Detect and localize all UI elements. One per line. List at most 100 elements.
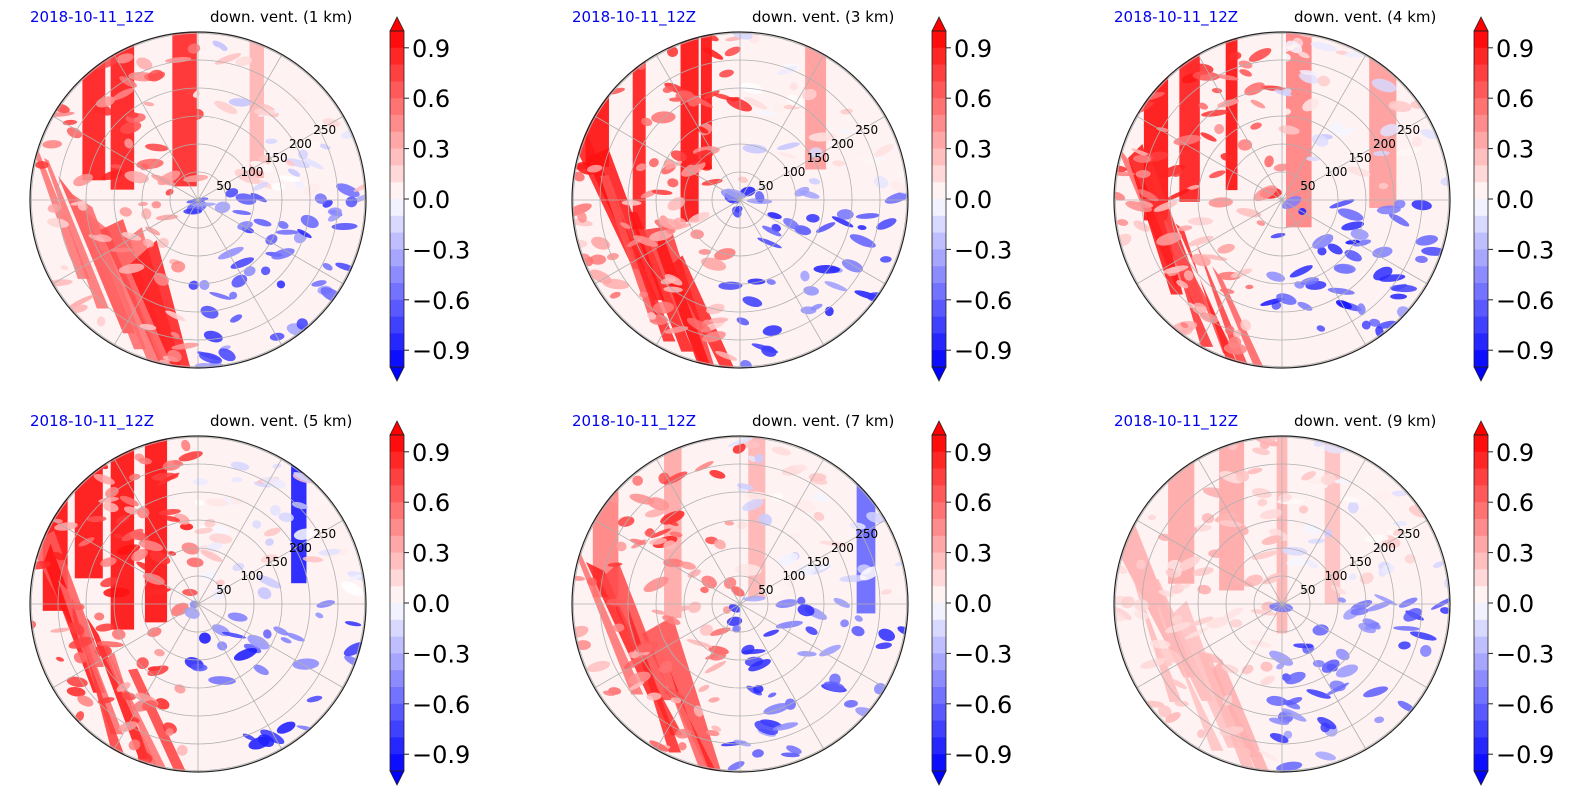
colorbar-tick-label: 0.9 bbox=[1496, 439, 1534, 467]
data-blob bbox=[192, 86, 210, 98]
data-blob bbox=[136, 561, 159, 575]
data-blob bbox=[649, 538, 668, 545]
data-blob bbox=[709, 317, 729, 324]
data-blob bbox=[855, 213, 880, 219]
grid-spoke bbox=[1197, 458, 1283, 605]
colorbar-segment bbox=[390, 586, 404, 604]
colorbar-segment bbox=[1474, 31, 1488, 49]
data-blob bbox=[734, 564, 762, 576]
data-blob bbox=[149, 551, 171, 565]
data-blob bbox=[217, 246, 244, 260]
data-blob bbox=[1217, 243, 1235, 254]
colorbar-tick-label: 0.0 bbox=[954, 186, 992, 214]
data-blob bbox=[139, 323, 157, 331]
data-blob bbox=[1197, 729, 1206, 739]
data-blob bbox=[794, 464, 808, 472]
streak-stripe bbox=[74, 436, 103, 579]
colorbar-segment bbox=[390, 266, 404, 284]
data-blob bbox=[153, 272, 169, 286]
colorbar-tick-label: 0.3 bbox=[412, 540, 450, 568]
data-blob bbox=[777, 553, 799, 567]
data-blob bbox=[1304, 483, 1329, 492]
data-blob bbox=[138, 457, 152, 465]
data-blob bbox=[589, 254, 607, 265]
data-blob bbox=[797, 604, 815, 617]
colorbar-segment bbox=[1474, 586, 1488, 604]
data-blob bbox=[200, 549, 223, 562]
data-blob bbox=[178, 451, 203, 462]
colorbar-tick-label: 0.9 bbox=[1496, 35, 1534, 63]
radial-tick-label: 250 bbox=[1397, 527, 1420, 541]
colorbar-segment bbox=[932, 47, 946, 66]
data-blob bbox=[639, 291, 649, 298]
data-blob bbox=[1357, 303, 1366, 316]
data-blob bbox=[212, 40, 228, 51]
data-blob bbox=[662, 615, 681, 625]
plot-border bbox=[29, 435, 367, 773]
data-blob bbox=[658, 217, 683, 230]
data-blob bbox=[1253, 185, 1277, 202]
data-blob bbox=[840, 619, 849, 628]
colorbar: 0.9 0.6 0.3 0.0 −0.3 −0.6 −0.9 bbox=[931, 16, 1012, 382]
colorbar-segment bbox=[1474, 720, 1488, 738]
radial-tick-label: 200 bbox=[289, 541, 312, 555]
colorbar-extend-bottom bbox=[1473, 770, 1489, 786]
data-blob bbox=[621, 200, 642, 206]
data-blob bbox=[1347, 501, 1359, 514]
data-blob bbox=[649, 158, 659, 168]
grid-spoke bbox=[1197, 199, 1283, 346]
date-label: 2018-10-11_12Z bbox=[572, 412, 697, 430]
radial-tick-label: 200 bbox=[831, 137, 854, 151]
data-blob bbox=[586, 660, 611, 673]
data-blob bbox=[1250, 99, 1266, 109]
panel-1km: 2018-10-11_12Z down. vent. (1 km) 50 100 1… bbox=[0, 0, 540, 400]
colorbar-tick-label: −0.9 bbox=[1496, 741, 1554, 769]
data-blob bbox=[1266, 271, 1285, 282]
data-blob bbox=[805, 626, 818, 636]
data-blob bbox=[688, 601, 702, 613]
data-blob bbox=[808, 132, 837, 142]
data-blob bbox=[118, 263, 145, 274]
colorbar-segment bbox=[932, 232, 946, 250]
data-blob bbox=[1440, 607, 1450, 614]
colorbar-segment bbox=[390, 350, 404, 368]
grid-spoke bbox=[739, 519, 886, 605]
colorbar-segment bbox=[1474, 299, 1488, 318]
data-blob bbox=[95, 644, 112, 657]
colorbar-tick-label: −0.3 bbox=[412, 236, 470, 264]
colorbar: 0.9 0.6 0.3 0.0 −0.3 −0.6 −0.9 bbox=[389, 420, 470, 786]
data-blob bbox=[722, 606, 732, 614]
colorbar-tick-label: 0.3 bbox=[954, 540, 992, 568]
colorbar-segment bbox=[390, 535, 404, 554]
data-blob bbox=[1269, 602, 1293, 613]
data-blob bbox=[1325, 682, 1350, 696]
grid-spoke bbox=[113, 54, 199, 201]
data-blob bbox=[128, 739, 141, 751]
grid-spoke bbox=[113, 199, 199, 346]
data-blob bbox=[1281, 53, 1291, 62]
colorbar-tick-label: 0.0 bbox=[412, 590, 450, 618]
colorbar-segment bbox=[932, 350, 946, 368]
radial-tick-label: 150 bbox=[265, 151, 288, 165]
data-blob bbox=[1375, 326, 1384, 338]
data-blob bbox=[1259, 440, 1270, 450]
colorbar-tick-label: 0.6 bbox=[1496, 489, 1534, 517]
data-blob bbox=[1201, 513, 1215, 524]
polar-grid bbox=[572, 32, 908, 368]
grid-spoke bbox=[594, 115, 741, 201]
data-blob bbox=[728, 604, 741, 613]
data-blob bbox=[1381, 564, 1395, 574]
data-blob bbox=[1337, 208, 1364, 221]
data-blob bbox=[1257, 498, 1268, 507]
colorbar-segment bbox=[1474, 552, 1488, 570]
radial-tick-label: 250 bbox=[855, 123, 878, 137]
data-blob bbox=[188, 280, 199, 290]
data-blob bbox=[137, 201, 148, 207]
data-blob bbox=[95, 623, 115, 632]
colorbar-tick-label: −0.6 bbox=[1496, 691, 1554, 719]
data-blob bbox=[118, 721, 138, 732]
data-blob bbox=[664, 326, 689, 334]
data-blob bbox=[1219, 726, 1244, 736]
data-blob bbox=[1221, 607, 1244, 621]
